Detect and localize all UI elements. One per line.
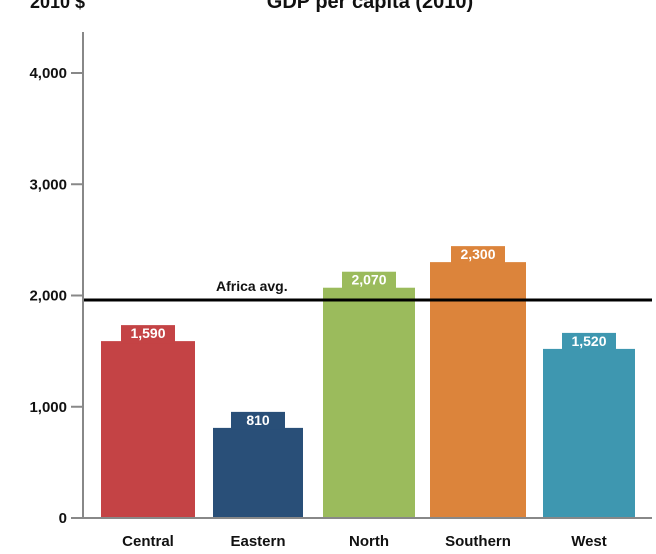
bars-layer: 1,590 810 2,070 2,300 1,520 — [101, 246, 635, 518]
bar-west — [543, 348, 635, 518]
bar-north — [323, 287, 415, 518]
value-label-tab — [121, 325, 175, 344]
value-label: 1,520 — [571, 333, 606, 349]
y-tick-label: 4,000 — [29, 65, 67, 82]
value-label: 2,300 — [460, 246, 495, 262]
value-label-tab — [342, 271, 396, 290]
value-label: 810 — [246, 412, 270, 428]
value-label-tab — [231, 411, 285, 430]
value-label: 2,070 — [351, 272, 386, 288]
x-tick-label: Southern — [445, 533, 511, 550]
value-label-tab — [562, 332, 616, 351]
bar-central — [101, 341, 195, 518]
y-tick-label: 0 — [59, 510, 67, 527]
reference-line-label: Africa avg. — [216, 278, 288, 294]
x-tick-label: West — [571, 533, 607, 550]
x-tick-label: Eastern — [230, 533, 285, 550]
y-tick-label: 1,000 — [29, 399, 67, 416]
y-axis-label: 2010 $ — [30, 0, 85, 12]
y-tick-label: 3,000 — [29, 176, 67, 193]
value-label-tab — [451, 246, 505, 265]
bar-eastern — [213, 427, 303, 518]
bar-southern — [430, 262, 526, 518]
value-label: 1,590 — [130, 325, 165, 341]
chart-title: GDP per capita (2010) — [267, 0, 473, 13]
x-tick-label: North — [349, 533, 389, 550]
x-tick-label: Central — [122, 533, 174, 550]
y-tick-label: 2,000 — [29, 288, 67, 305]
y-ticks: 0 1,000 2,000 3,000 4,000 — [29, 65, 83, 527]
x-tick-labels: Central Eastern North Southern West — [122, 533, 607, 550]
